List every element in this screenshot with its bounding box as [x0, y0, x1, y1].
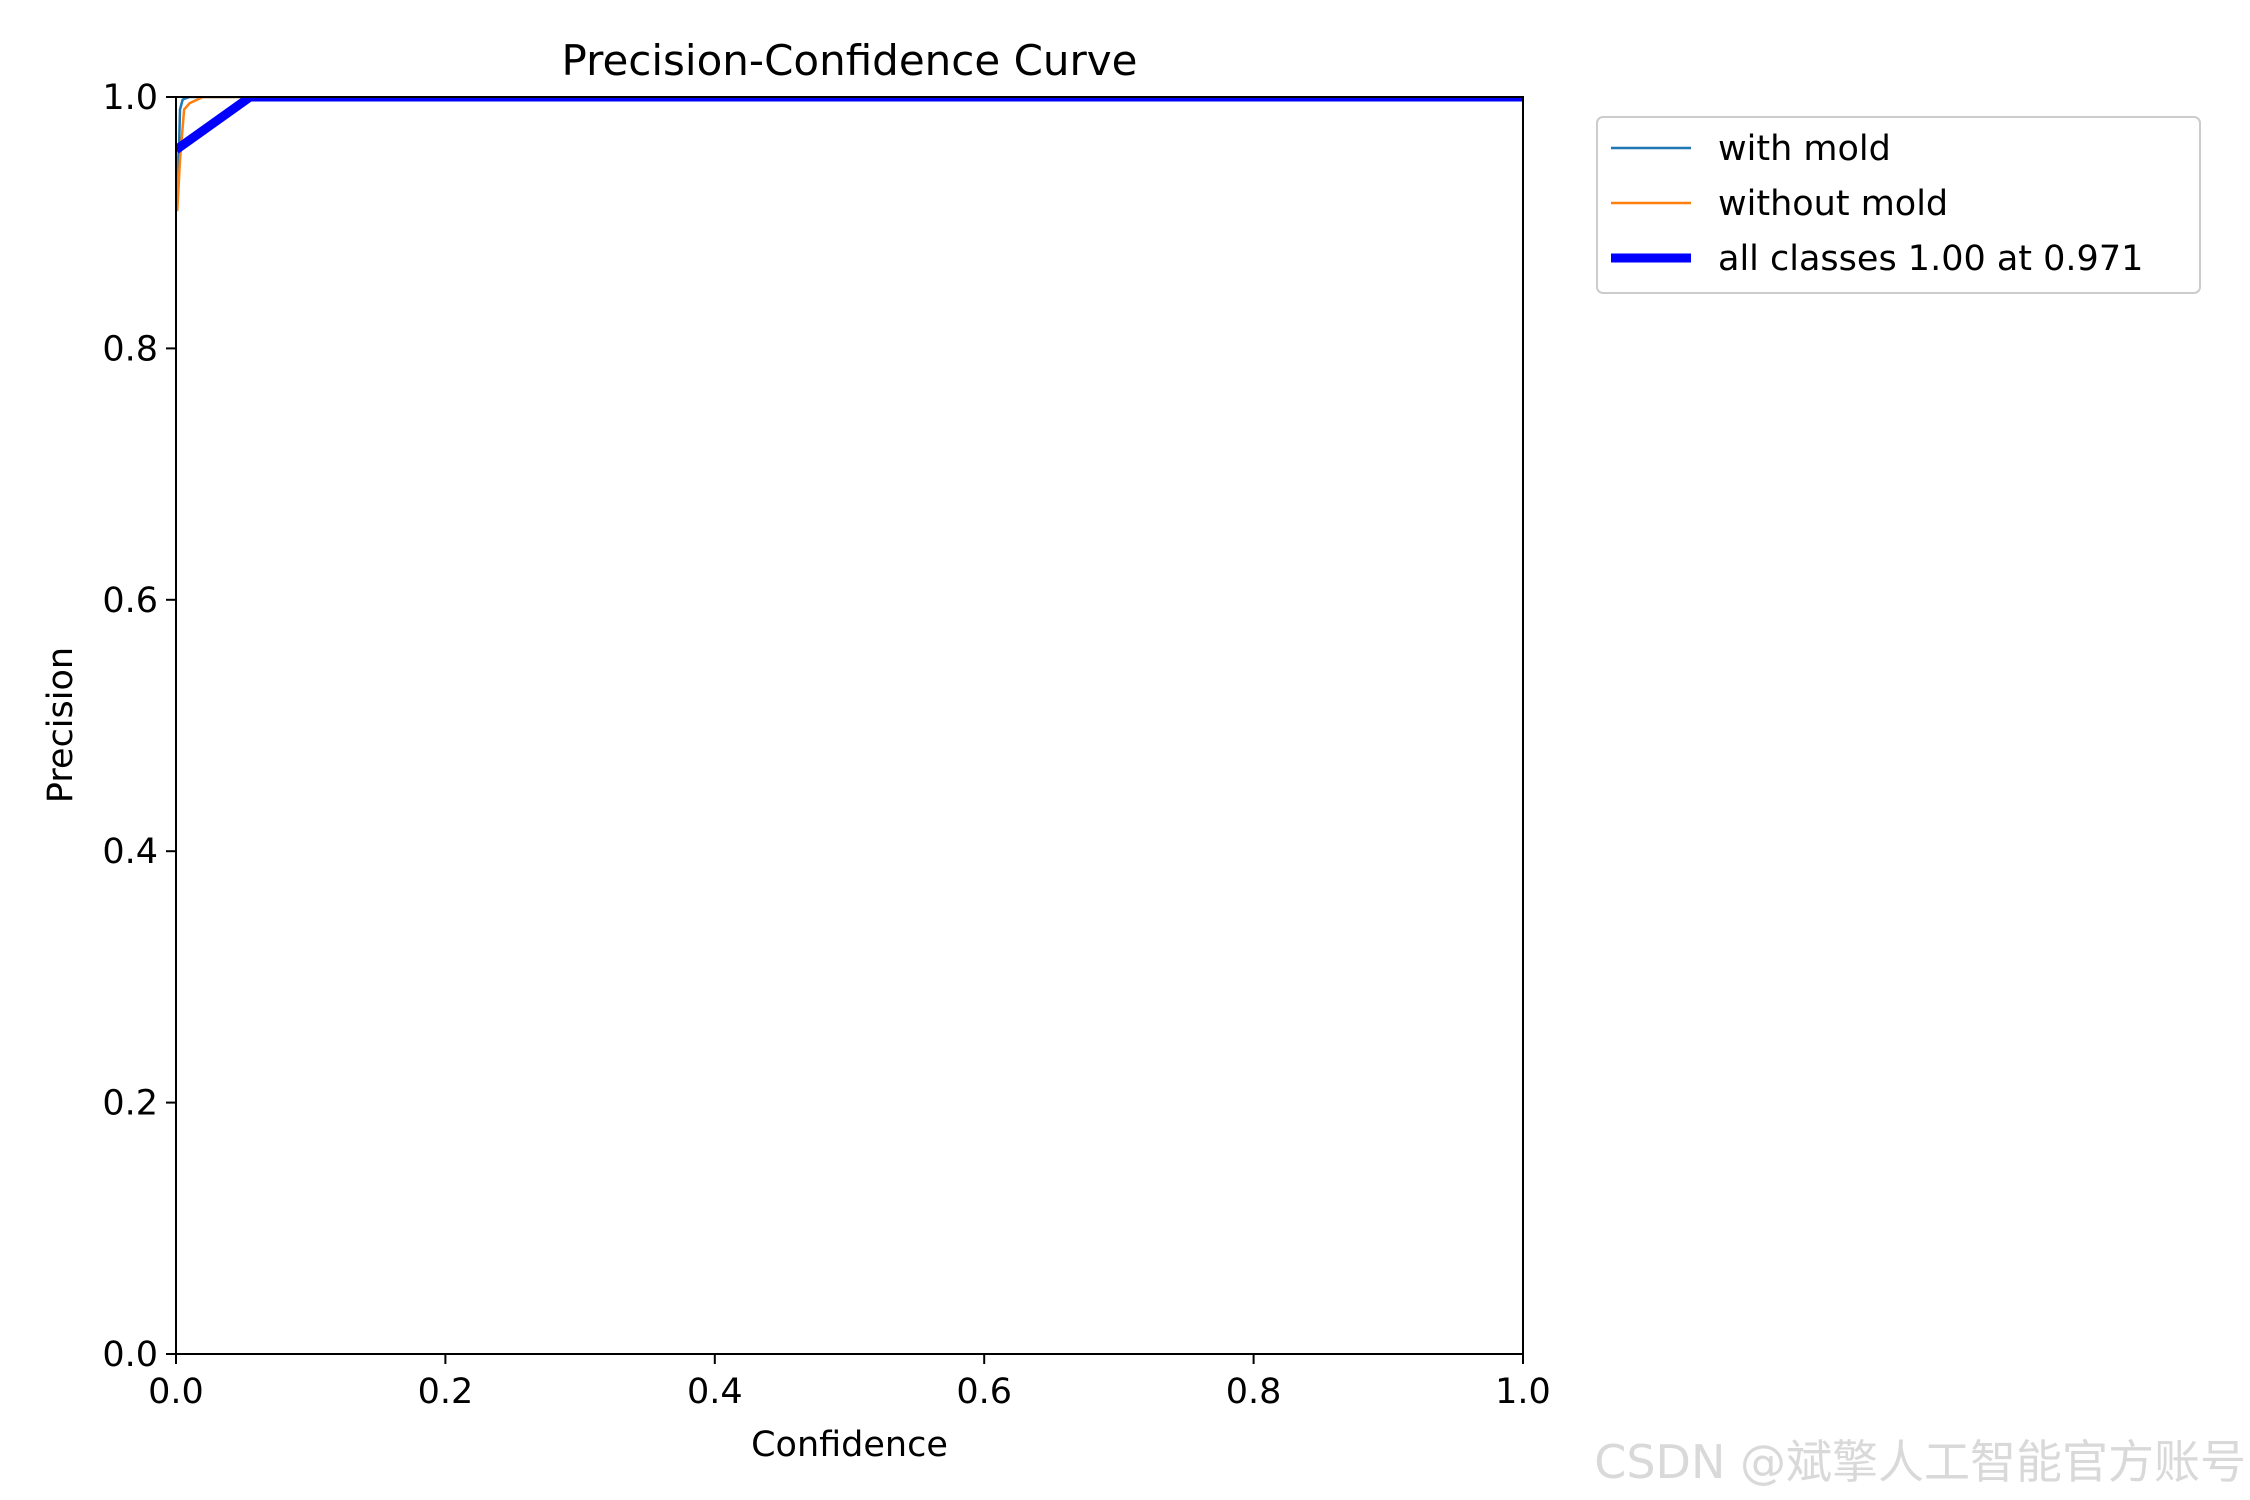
y-tick-label: 1.0: [102, 78, 158, 118]
x-tick-label: 0.4: [687, 1372, 743, 1412]
legend-label-all-classes-1-00-at-0-971: all classes 1.00 at 0.971: [1718, 239, 2143, 279]
x-axis-label: Confidence: [751, 1425, 948, 1465]
y-tick-label: 0.6: [102, 581, 158, 621]
series-line-all-classes-1-00-at-0-971: [176, 97, 1523, 154]
chart-title: Precision-Confidence Curve: [562, 36, 1138, 85]
y-axis-label: Precision: [41, 647, 81, 803]
x-tick-label: 1.0: [1495, 1372, 1551, 1412]
series-line-with-mold: [176, 97, 1523, 204]
legend-box: [1596, 116, 2201, 294]
watermark: CSDN @斌擎人工智能官方账号: [1594, 1435, 2246, 1489]
x-tick-label: 0.2: [418, 1372, 474, 1412]
series-line-without-mold: [176, 97, 1523, 212]
y-tick-label: 0.2: [102, 1084, 158, 1124]
legend-label-without-mold: without mold: [1718, 184, 1948, 224]
x-tick-label: 0.0: [148, 1372, 204, 1412]
x-tick-label: 0.6: [956, 1372, 1012, 1412]
x-tick-label: 0.8: [1226, 1372, 1282, 1412]
legend-label-with-mold: with mold: [1718, 129, 1891, 169]
y-tick-label: 0.0: [102, 1335, 158, 1375]
y-tick-label: 0.4: [102, 832, 158, 872]
y-tick-label: 0.8: [102, 329, 158, 369]
plot-frame: [175, 96, 1524, 1355]
legend: with mold without mold all classes 1.00 at…: [1596, 116, 2201, 294]
